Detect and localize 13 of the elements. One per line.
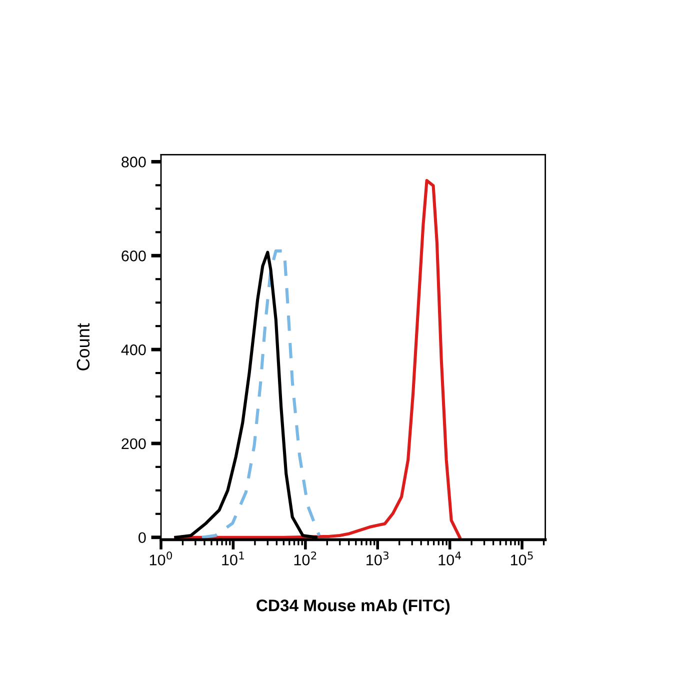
y-tick-label: 400 xyxy=(121,344,146,356)
y-tick-label: 600 xyxy=(122,250,146,262)
x-tick-label: 10$^{5}$ xyxy=(510,552,533,566)
x-tick-label: 10$^{4}$ xyxy=(438,552,461,566)
y-tick-label: 800 xyxy=(122,156,146,168)
x-tick-label: 10$^{2}$ xyxy=(294,551,316,566)
y-tick-label: 0 xyxy=(138,532,146,544)
x-tick-label: 10$^{0}$ xyxy=(150,551,172,566)
y-axis-title: Count xyxy=(76,323,90,370)
y-tick-label: 200 xyxy=(122,438,146,450)
x-tick-label: 10$^{1}$ xyxy=(222,552,244,566)
x-axis-title: CD34 Mouse mAb (FITC) xyxy=(256,599,450,615)
x-tick-label: 10$^{3}$ xyxy=(366,551,388,566)
